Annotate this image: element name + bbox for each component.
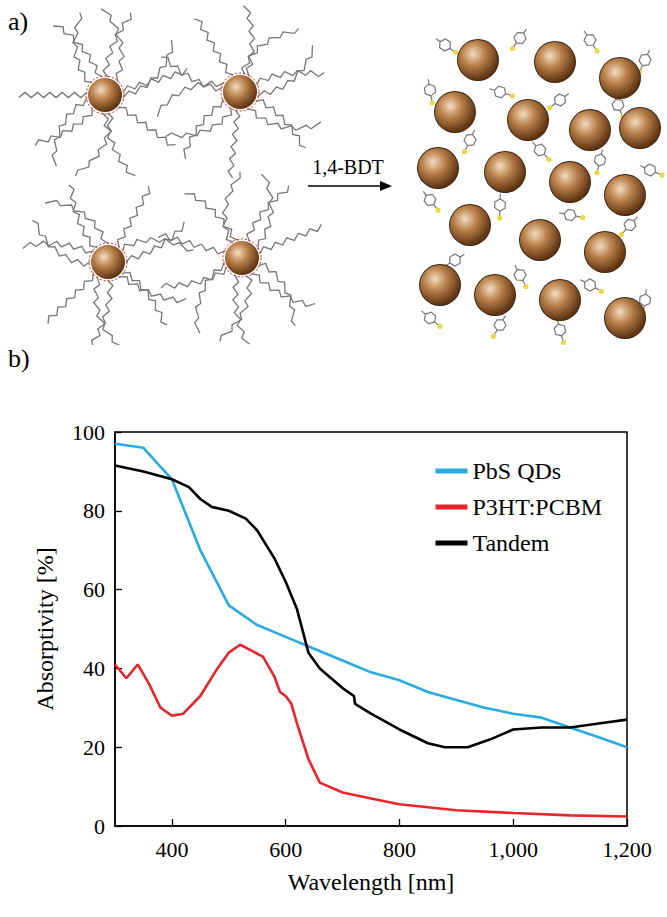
svg-text:600: 600 (269, 837, 302, 862)
svg-text:b): b) (8, 344, 30, 373)
svg-text:60: 60 (83, 577, 105, 602)
svg-text:80: 80 (83, 498, 105, 523)
svg-text:1,4-BDT: 1,4-BDT (312, 156, 384, 178)
svg-text:PbS QDs: PbS QDs (472, 458, 561, 484)
svg-text:20: 20 (83, 735, 105, 760)
svg-text:1,200: 1,200 (602, 837, 652, 862)
svg-text:Tandem: Tandem (472, 530, 549, 556)
svg-text:P3HT:PCBM: P3HT:PCBM (472, 494, 602, 520)
svg-text:0: 0 (94, 814, 105, 839)
svg-text:1,000: 1,000 (488, 837, 538, 862)
svg-text:400: 400 (155, 837, 188, 862)
svg-text:800: 800 (383, 837, 416, 862)
svg-text:Wavelength [nm]: Wavelength [nm] (288, 869, 455, 895)
svg-text:100: 100 (72, 420, 105, 445)
svg-text:Absorptivity [%]: Absorptivity [%] (32, 547, 58, 710)
svg-text:40: 40 (83, 656, 105, 681)
svg-text:a): a) (8, 7, 28, 36)
